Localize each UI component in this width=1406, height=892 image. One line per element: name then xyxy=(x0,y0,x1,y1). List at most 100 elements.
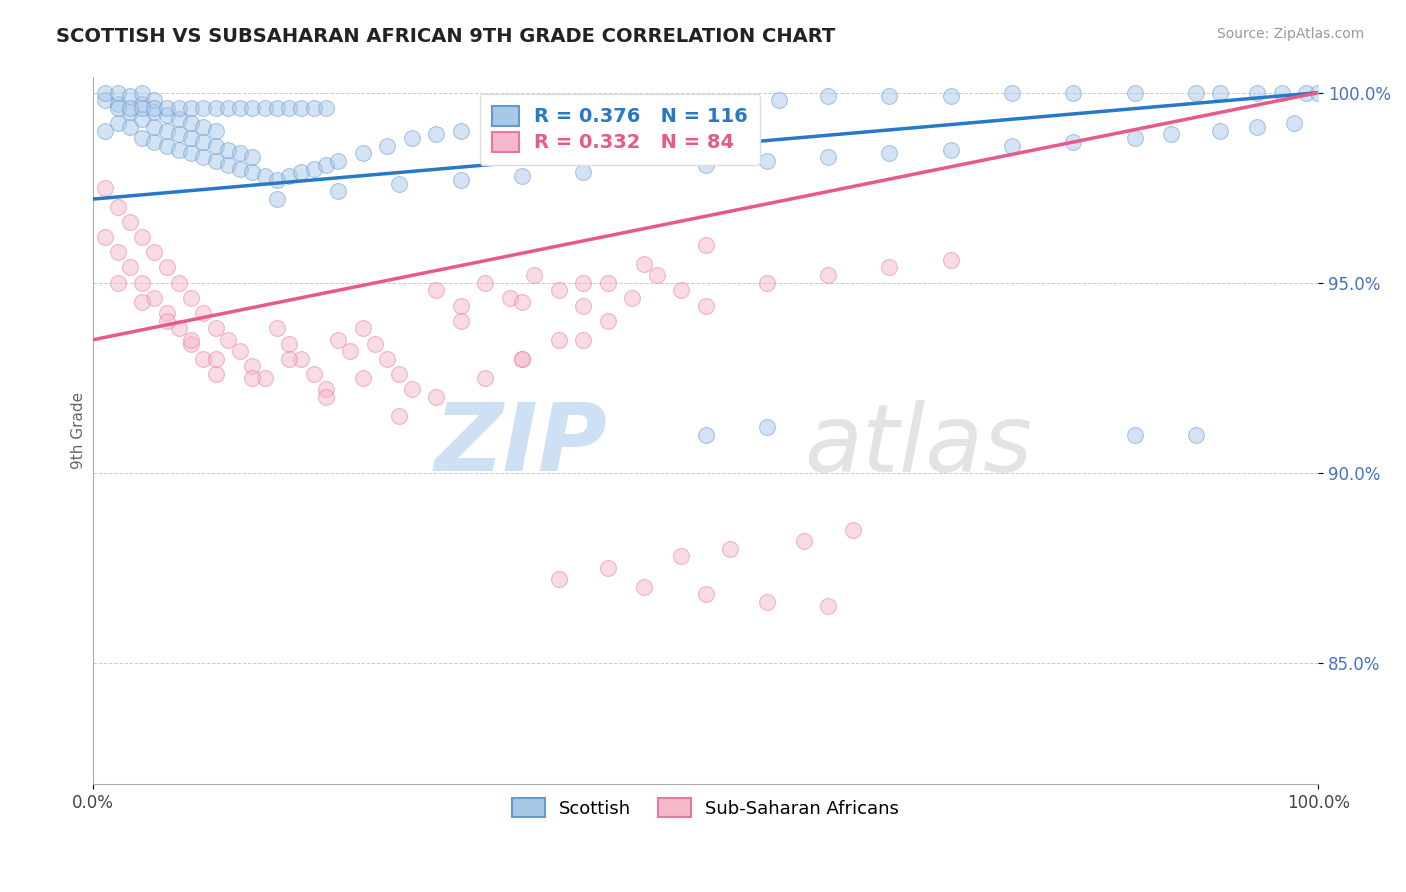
Point xyxy=(193,135,215,149)
Point xyxy=(204,101,226,115)
Point xyxy=(193,351,215,366)
Point xyxy=(596,314,619,328)
Point xyxy=(450,314,472,328)
Point xyxy=(756,154,779,169)
Point xyxy=(352,370,374,384)
Point xyxy=(143,135,166,149)
Point xyxy=(107,116,129,130)
Point xyxy=(817,89,839,103)
Point xyxy=(315,158,337,172)
Point xyxy=(510,351,533,366)
Point xyxy=(118,101,141,115)
Text: ZIP: ZIP xyxy=(434,399,607,491)
Point xyxy=(278,101,301,115)
Point xyxy=(375,139,398,153)
Point xyxy=(939,252,962,267)
Y-axis label: 9th Grade: 9th Grade xyxy=(72,392,86,469)
Point xyxy=(328,333,350,347)
Point xyxy=(1209,86,1232,100)
Point xyxy=(193,120,215,134)
Point xyxy=(633,104,655,119)
Point xyxy=(193,306,215,320)
Point xyxy=(450,298,472,312)
Point xyxy=(118,89,141,103)
Point xyxy=(118,215,141,229)
Point xyxy=(167,101,190,115)
Point xyxy=(204,321,226,335)
Point xyxy=(695,427,717,442)
Point xyxy=(143,104,166,119)
Point xyxy=(253,169,276,184)
Point xyxy=(718,541,741,556)
Text: Source: ZipAtlas.com: Source: ZipAtlas.com xyxy=(1216,27,1364,41)
Point xyxy=(1001,86,1024,100)
Point xyxy=(167,276,190,290)
Point xyxy=(278,169,301,184)
Point xyxy=(939,143,962,157)
Point xyxy=(242,370,264,384)
Point xyxy=(596,108,619,122)
Point xyxy=(425,283,447,297)
Point xyxy=(193,150,215,164)
Point xyxy=(523,268,546,282)
Point xyxy=(204,123,226,137)
Point xyxy=(143,101,166,115)
Point xyxy=(756,595,779,609)
Point xyxy=(1123,86,1146,100)
Point xyxy=(793,534,815,549)
Point xyxy=(193,101,215,115)
Point xyxy=(278,351,301,366)
Point xyxy=(1062,86,1084,100)
Point xyxy=(1160,128,1182,142)
Point xyxy=(695,587,717,601)
Point xyxy=(180,116,202,130)
Point xyxy=(94,180,117,194)
Point xyxy=(879,260,901,275)
Point xyxy=(156,123,179,137)
Point xyxy=(450,123,472,137)
Point xyxy=(242,359,264,374)
Point xyxy=(107,200,129,214)
Point xyxy=(204,367,226,381)
Point xyxy=(180,336,202,351)
Point xyxy=(266,192,288,206)
Point xyxy=(143,120,166,134)
Point xyxy=(217,333,239,347)
Point xyxy=(180,131,202,145)
Point xyxy=(143,245,166,260)
Point xyxy=(180,291,202,305)
Point xyxy=(645,268,668,282)
Point xyxy=(486,120,509,134)
Point xyxy=(401,131,423,145)
Point xyxy=(817,599,839,613)
Point xyxy=(143,93,166,107)
Point xyxy=(253,101,276,115)
Point xyxy=(156,101,179,115)
Point xyxy=(180,146,202,161)
Point xyxy=(1184,427,1206,442)
Point xyxy=(1246,120,1268,134)
Point xyxy=(671,549,693,564)
Point xyxy=(131,294,153,309)
Point xyxy=(474,370,496,384)
Point xyxy=(180,101,202,115)
Point xyxy=(879,146,901,161)
Point xyxy=(671,101,693,115)
Point xyxy=(266,173,288,187)
Point xyxy=(1184,86,1206,100)
Point xyxy=(131,112,153,127)
Point xyxy=(94,93,117,107)
Point xyxy=(523,116,546,130)
Text: atlas: atlas xyxy=(804,400,1032,491)
Point xyxy=(510,294,533,309)
Point xyxy=(388,409,411,423)
Point xyxy=(560,112,582,127)
Point xyxy=(1123,131,1146,145)
Point xyxy=(718,97,741,112)
Point xyxy=(1270,86,1292,100)
Point xyxy=(156,306,179,320)
Point xyxy=(107,276,129,290)
Point xyxy=(1282,116,1305,130)
Point xyxy=(1295,86,1317,100)
Point xyxy=(1246,86,1268,100)
